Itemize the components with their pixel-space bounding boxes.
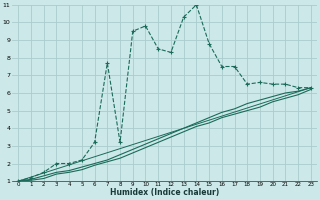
X-axis label: Humidex (Indice chaleur): Humidex (Indice chaleur)	[110, 188, 219, 197]
